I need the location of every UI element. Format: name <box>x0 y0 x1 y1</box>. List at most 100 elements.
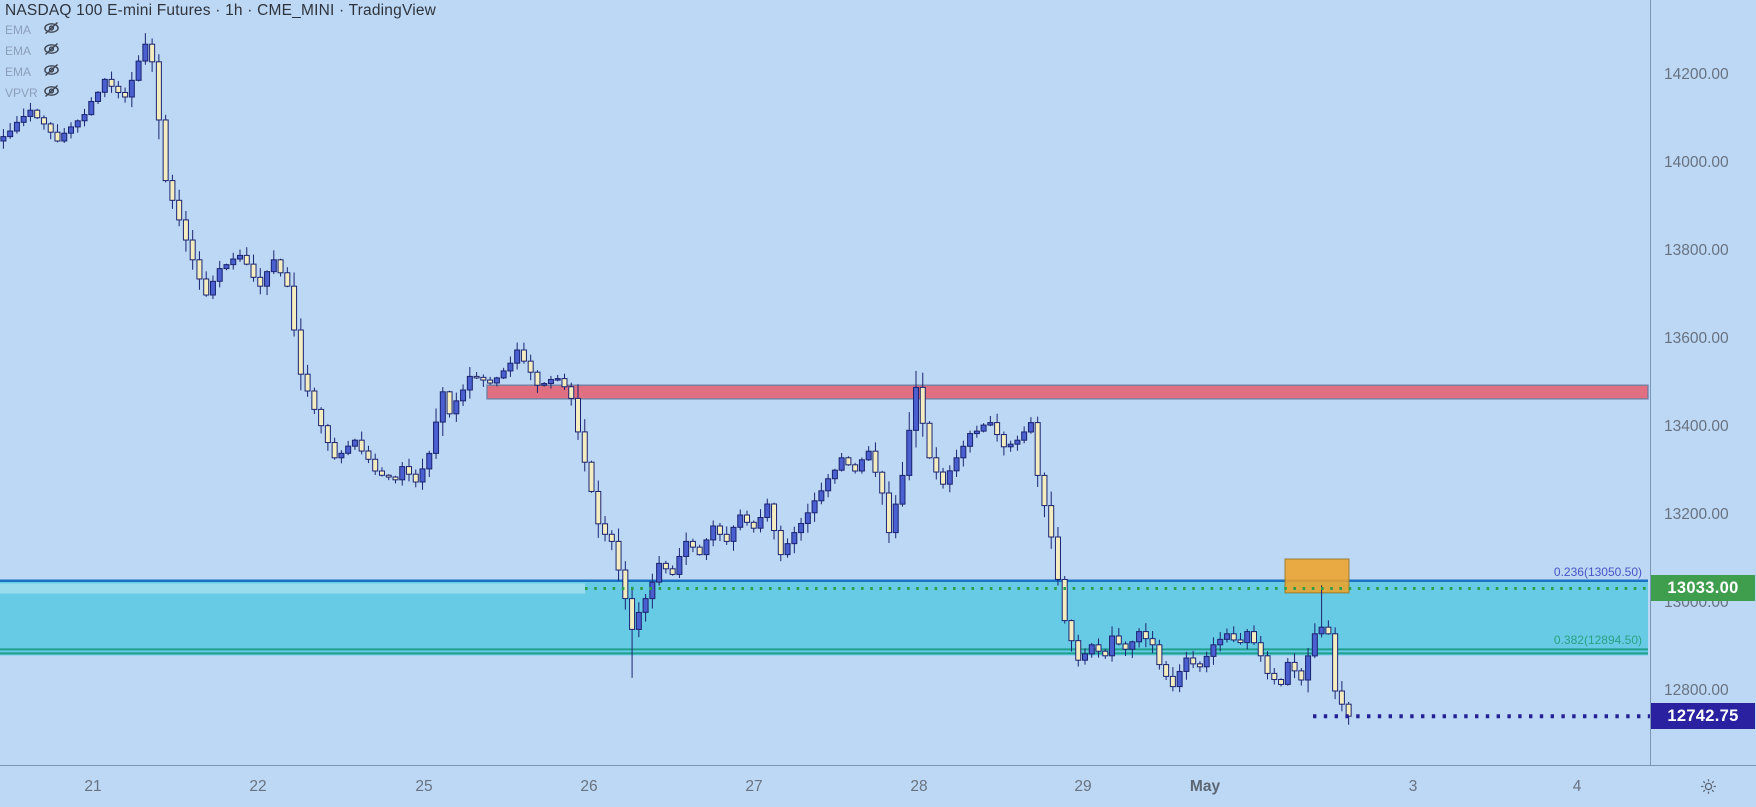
candle-down <box>926 422 933 459</box>
candle-up <box>500 370 507 379</box>
candle-up <box>61 132 68 142</box>
indicator-row-ema-1[interactable]: EMA <box>5 42 60 60</box>
candle-up <box>493 377 500 384</box>
price-tick-14000: 14000.00 <box>1664 154 1729 171</box>
candle-down <box>629 598 636 630</box>
price-tick-13400: 13400.00 <box>1664 418 1729 435</box>
candle-down <box>750 521 757 529</box>
price-axis[interactable]: 14200.00 14000.00 13800.00 13600.00 13400.00… <box>1650 0 1756 765</box>
candle-down <box>1264 655 1271 674</box>
symbol-title[interactable]: NASDAQ 100 E-mini Futures · 1h · CME_MIN… <box>5 2 437 19</box>
chart-pane[interactable]: NASDAQ 100 E-mini Futures · 1h · CME_MIN… <box>0 0 1650 765</box>
candle-down <box>1338 690 1345 705</box>
candle-down <box>40 117 47 125</box>
candle-down <box>1230 633 1237 641</box>
axis-settings-button[interactable] <box>1694 772 1722 800</box>
candle-down <box>176 199 183 221</box>
candle-down <box>1278 679 1285 685</box>
candle-down <box>1000 434 1007 448</box>
candle-up <box>1311 633 1318 657</box>
supply-zone-red[interactable] <box>486 384 1649 400</box>
indicator-row-ema-2[interactable]: EMA <box>5 63 60 81</box>
candle-up <box>1217 638 1224 646</box>
candle-up <box>757 516 764 529</box>
candle-up <box>1244 631 1251 644</box>
candle-up <box>216 268 223 282</box>
candle-down <box>1271 672 1278 681</box>
candle-up <box>642 598 649 613</box>
candle-up <box>81 114 88 122</box>
candle-down <box>1190 657 1197 665</box>
candle-up <box>1007 443 1014 448</box>
candle-up <box>439 391 446 423</box>
price-tick-12800: 12800.00 <box>1664 682 1729 699</box>
candle-down <box>1196 663 1203 668</box>
candle-down <box>520 349 527 362</box>
price-flag-13033: 13033.00 <box>1651 575 1755 602</box>
candle-up <box>1129 641 1136 650</box>
price-tick-13600: 13600.00 <box>1664 330 1729 347</box>
candle-down <box>1115 635 1122 645</box>
candle-down <box>372 458 379 472</box>
candle-down <box>385 474 392 478</box>
candle-up <box>1183 657 1190 672</box>
time-tick-3: 3 <box>1408 778 1418 795</box>
candle-down <box>203 278 210 296</box>
candle-down <box>581 431 588 463</box>
time-axis[interactable]: 21 22 25 26 27 28 29 May 3 4 <box>0 765 1756 807</box>
candle-down <box>473 375 480 379</box>
candle-down <box>115 85 122 93</box>
candle-up <box>128 79 135 98</box>
indicator-label: VPVR <box>5 86 38 100</box>
candle-down <box>250 263 257 278</box>
price-tick-13200: 13200.00 <box>1664 506 1729 523</box>
candle-down <box>777 530 784 556</box>
fib-zone-cyan[interactable] <box>0 581 1648 656</box>
candle-down <box>1102 650 1109 657</box>
candle-up <box>223 264 230 270</box>
eye-hidden-icon[interactable] <box>43 84 60 103</box>
candle-down <box>54 131 61 142</box>
candle-up <box>20 115 27 123</box>
candle-down <box>108 78 115 87</box>
candle-up <box>1088 644 1095 655</box>
eye-hidden-icon[interactable] <box>43 63 60 82</box>
candle-down <box>568 386 575 399</box>
candle-up <box>838 457 845 471</box>
candle-down <box>1163 664 1170 677</box>
candle-up <box>1318 626 1325 635</box>
indicator-row-ema-0[interactable]: EMA <box>5 21 60 39</box>
eye-hidden-icon[interactable] <box>43 42 60 61</box>
candle-up <box>514 349 521 364</box>
candle-up <box>1203 655 1210 668</box>
candle-up <box>913 386 919 431</box>
candle-up <box>784 543 791 556</box>
candle-down <box>243 254 250 265</box>
candle-down <box>1251 631 1257 644</box>
candle-down <box>595 490 602 525</box>
candle-up <box>1210 644 1217 657</box>
indicator-row-vpvr-3[interactable]: VPVR <box>5 84 60 102</box>
candle-down <box>189 239 196 261</box>
candle-down <box>622 569 629 600</box>
candle-down <box>1048 505 1055 538</box>
candle-up <box>264 271 271 287</box>
candle-up <box>1109 635 1116 657</box>
candle-down <box>534 371 541 386</box>
candle-down <box>1291 661 1298 672</box>
candle-up <box>1305 655 1312 681</box>
candle-up <box>142 43 149 62</box>
candle-up <box>899 474 906 505</box>
candle-down <box>1068 620 1075 642</box>
eye-hidden-icon[interactable] <box>43 21 60 40</box>
candle-up <box>1284 661 1291 685</box>
candle-up <box>453 400 460 415</box>
time-tick-26: 26 <box>580 778 598 795</box>
candle-down <box>1149 638 1156 646</box>
candle-down <box>162 119 169 182</box>
candle-up <box>1082 653 1088 661</box>
candlestick-chart-canvas[interactable] <box>0 0 1650 765</box>
candle-down <box>257 276 264 287</box>
candle-down <box>1122 643 1129 650</box>
candle-down <box>662 562 669 570</box>
